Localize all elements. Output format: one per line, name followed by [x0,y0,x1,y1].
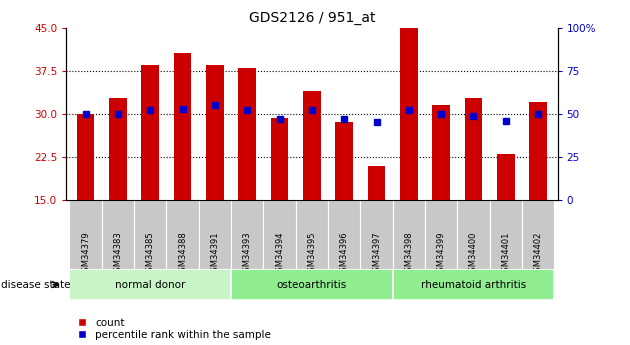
Bar [109,98,127,200]
Text: GSM34397: GSM34397 [372,231,381,277]
Text: GSM34388: GSM34388 [178,231,187,277]
Text: GSM34396: GSM34396 [340,231,348,277]
Bar [198,200,231,269]
Bar [490,200,522,269]
Bar [271,118,289,200]
Text: GSM34400: GSM34400 [469,231,478,277]
Bar [174,53,192,200]
Text: GSM34379: GSM34379 [81,231,90,277]
Text: GSM34402: GSM34402 [534,231,542,277]
Bar [328,200,360,269]
Bar [231,200,263,269]
Bar [360,200,392,269]
Bar [522,200,554,269]
Text: GSM34394: GSM34394 [275,231,284,277]
Text: GSM34385: GSM34385 [146,231,155,277]
Bar [69,200,101,269]
Bar [464,98,483,200]
Text: normal donor: normal donor [115,280,185,289]
Bar [101,200,134,269]
Bar [295,200,328,269]
Text: osteoarthritis: osteoarthritis [277,280,347,289]
Bar [432,105,450,200]
Text: GSM34401: GSM34401 [501,231,510,277]
Bar [497,154,515,200]
Bar [69,269,231,300]
Bar [529,102,547,200]
Bar [263,200,295,269]
Text: GSM34393: GSM34393 [243,231,252,277]
Bar [141,65,159,200]
Text: rheumatoid arthritis: rheumatoid arthritis [421,280,526,289]
Bar [166,200,198,269]
Bar [457,200,490,269]
Bar [425,200,457,269]
Text: GSM34398: GSM34398 [404,231,413,277]
Text: GSM34399: GSM34399 [437,231,445,277]
Bar [77,114,94,200]
Bar [206,65,224,200]
Text: GSM34391: GSM34391 [210,231,219,277]
Text: disease state: disease state [1,280,71,289]
Title: GDS2126 / 951_at: GDS2126 / 951_at [249,11,375,25]
Bar [392,200,425,269]
Bar [231,269,392,300]
Bar [335,122,353,200]
Text: GSM34383: GSM34383 [113,231,122,277]
Text: GSM34395: GSM34395 [307,231,316,277]
Bar [303,91,321,200]
Legend: count, percentile rank within the sample: count, percentile rank within the sample [71,318,271,340]
Bar [368,166,386,200]
Bar [134,200,166,269]
Bar [400,28,418,200]
Bar [392,269,554,300]
Bar [238,68,256,200]
